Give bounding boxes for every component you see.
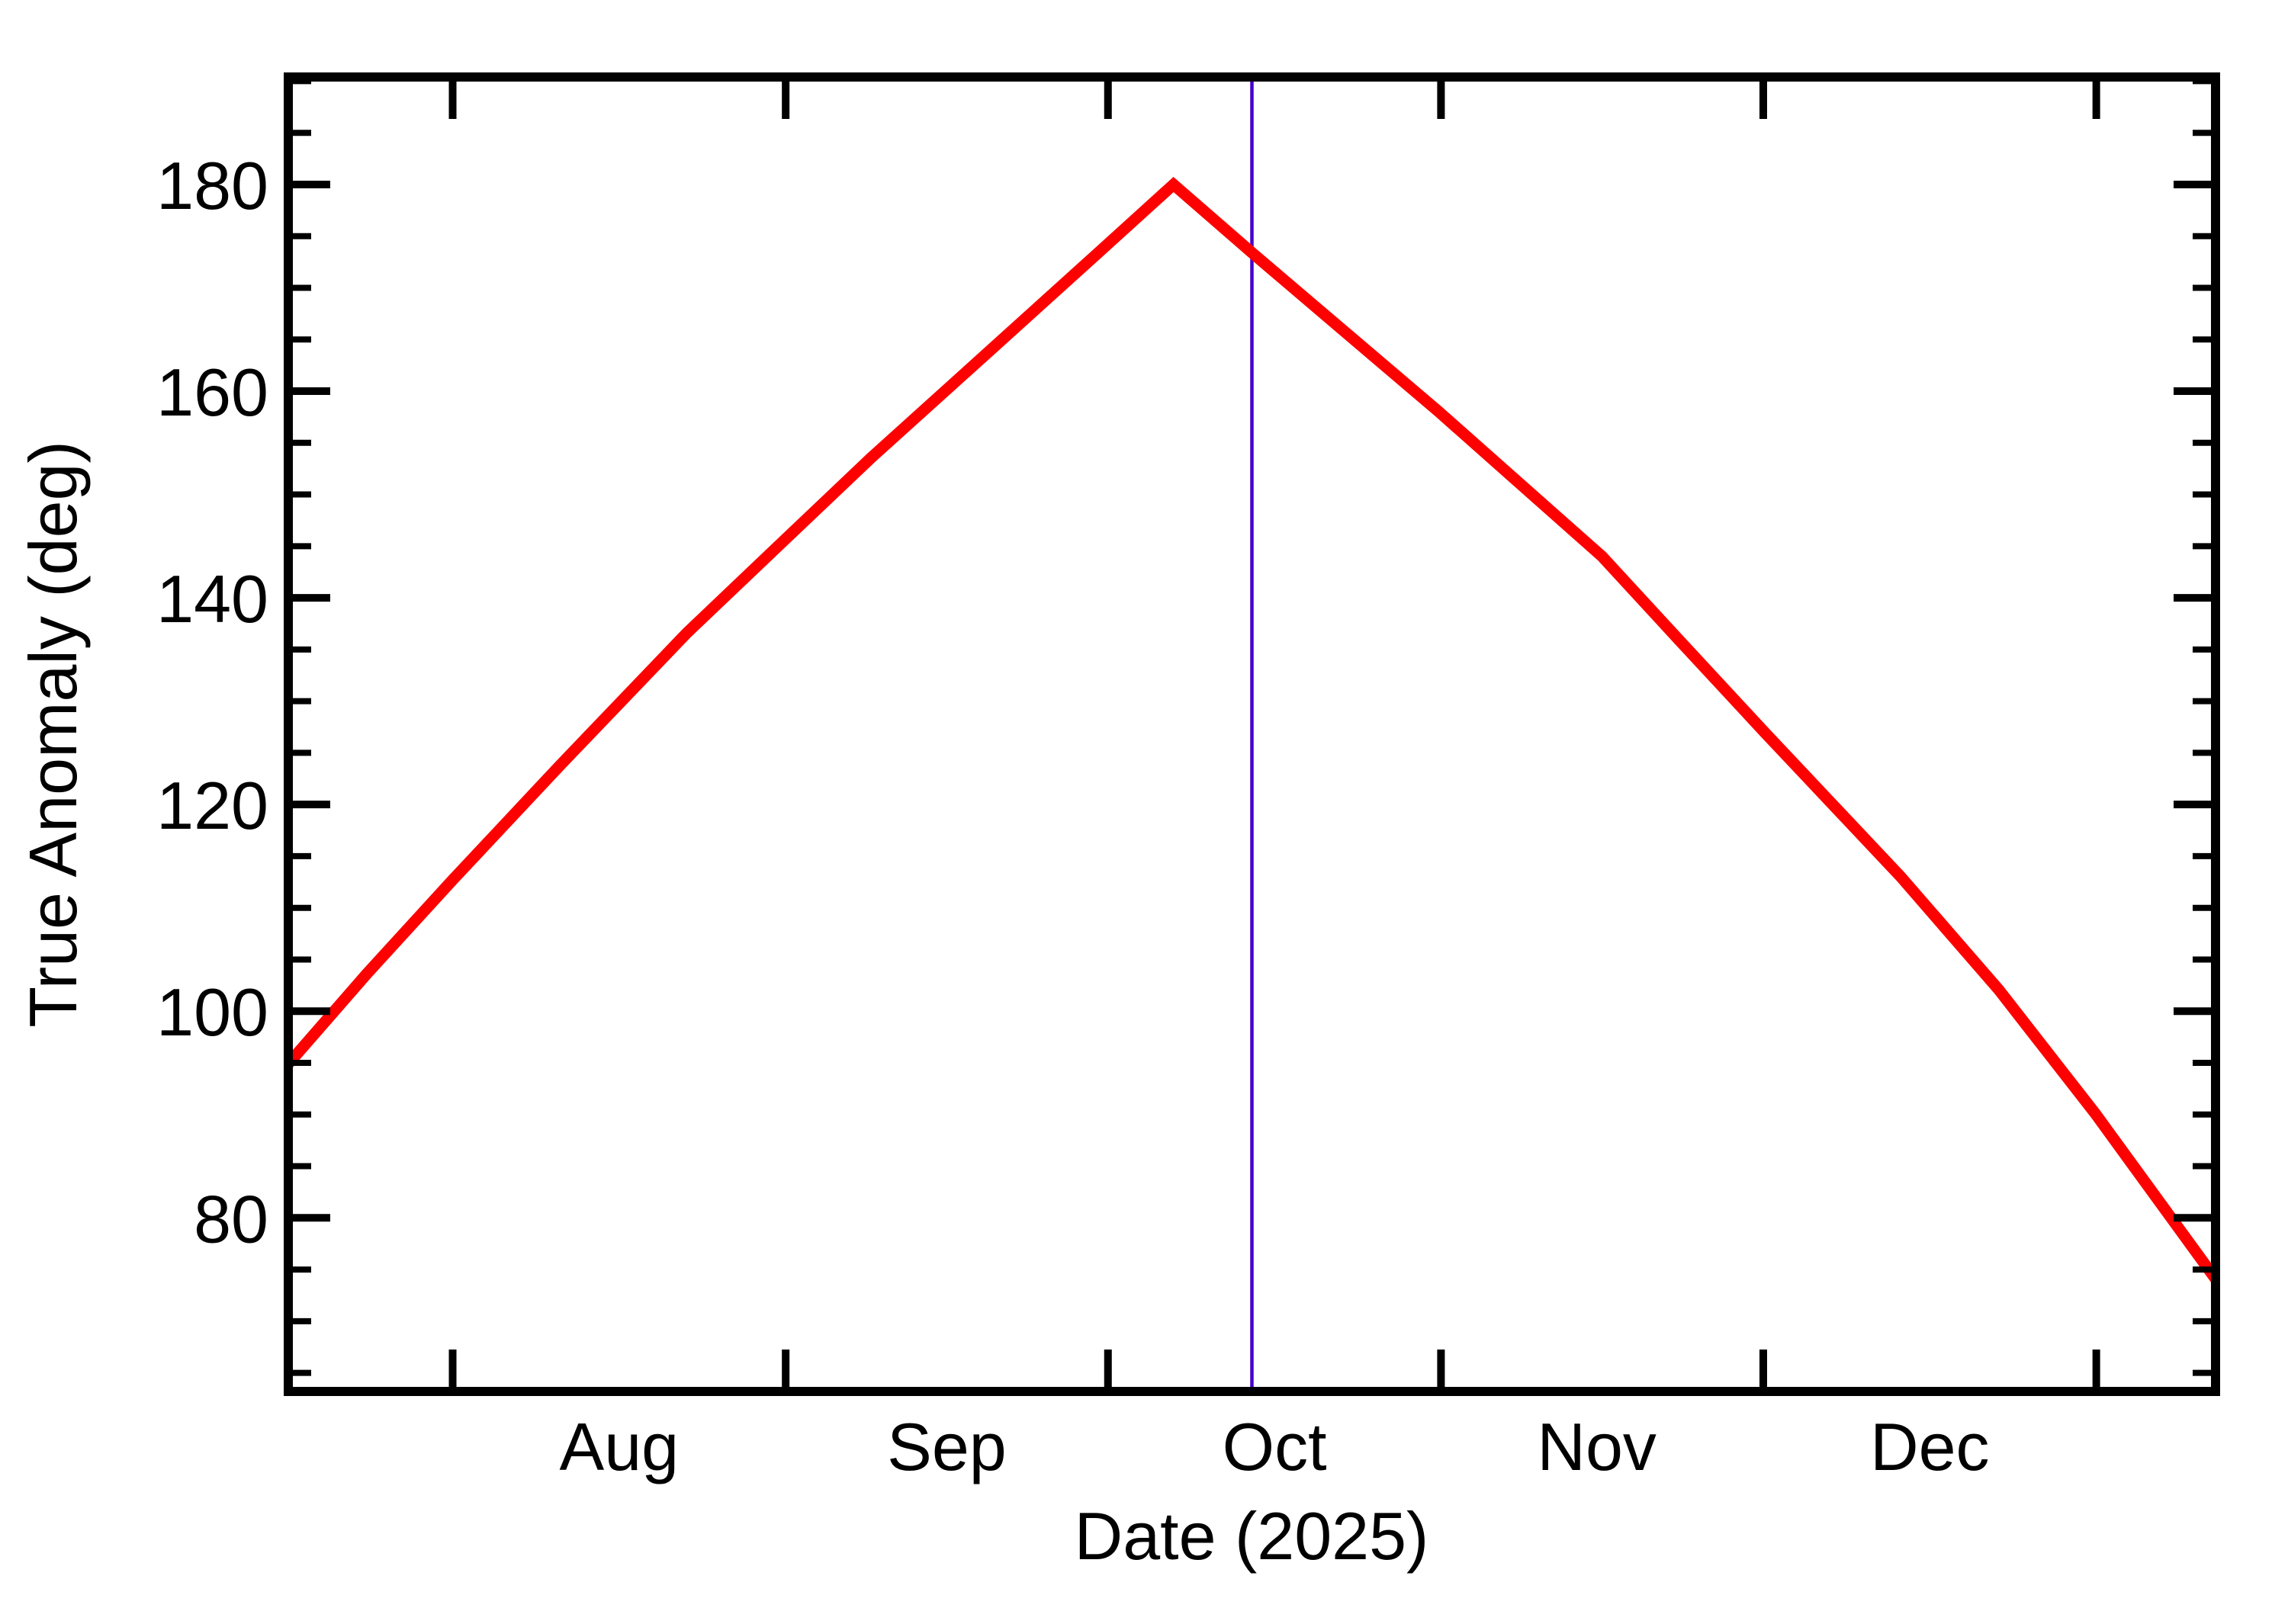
x-tick-label: Dec bbox=[1870, 1409, 1990, 1484]
x-tick-label: Sep bbox=[887, 1409, 1007, 1484]
y-tick-label: 140 bbox=[156, 561, 268, 637]
y-tick-label: 100 bbox=[156, 974, 268, 1050]
plot-area: 80 100 120 140 160 180 Aug Sep Oct Nov Dec bbox=[156, 72, 2221, 1484]
anomaly-curve bbox=[284, 176, 2221, 1282]
y-tick-label: 80 bbox=[194, 1181, 268, 1257]
y-tick-label: 120 bbox=[156, 768, 268, 843]
y-tick-label: 180 bbox=[156, 148, 268, 223]
y-axis-title: True Anomaly (deg) bbox=[15, 441, 91, 1028]
x-tick-label: Aug bbox=[560, 1409, 680, 1484]
y-tick-label: 160 bbox=[156, 355, 268, 430]
x-tick-label: Nov bbox=[1537, 1409, 1657, 1484]
x-axis-title: Date (2025) bbox=[1075, 1498, 1429, 1574]
x-tick-label: Oct bbox=[1223, 1409, 1327, 1484]
plot-frame bbox=[284, 72, 2220, 1396]
